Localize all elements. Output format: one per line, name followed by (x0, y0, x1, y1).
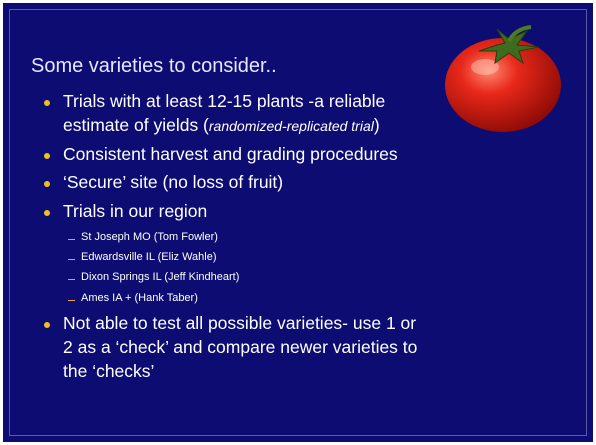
italic-text: randomized-replicated trial (209, 118, 374, 134)
bullet-text: Consistent harvest and grading procedure… (63, 144, 398, 165)
bullet-dot (44, 322, 50, 328)
sub-dash (68, 300, 75, 301)
bullet-text: ‘Secure’ site (no loss of fruit) (63, 172, 283, 193)
sub-bullet-text: Ames IA + (Hank Taber) (81, 292, 198, 304)
text: ) (374, 115, 380, 135)
bullet-text: 2 as a ‘check’ and compare newer varieti… (63, 337, 417, 358)
tomato-image (435, 25, 565, 135)
bullet-dot (44, 153, 50, 159)
sub-dash (68, 239, 75, 240)
sub-bullet-text: Dixon Springs IL (Jeff Kindheart) (81, 271, 239, 283)
sub-bullet-text: St Joseph MO (Tom Fowler) (81, 231, 218, 243)
bullet-text: the ‘checks’ (63, 361, 154, 382)
bullet-text: estimate of yields (randomized-replicate… (63, 115, 380, 136)
sub-dash (68, 279, 75, 280)
bullet-dot (44, 210, 50, 216)
page: Some varieties to consider.. Trials with… (0, 0, 596, 445)
text: estimate of yields ( (63, 115, 209, 135)
bullet-dot (44, 181, 50, 187)
bullet-dot (44, 100, 50, 106)
sub-bullet-text: Edwardsville IL (Eliz Wahle) (81, 251, 217, 263)
bullet-text: Not able to test all possible varieties-… (63, 313, 416, 334)
slide-title: Some varieties to consider.. (31, 55, 277, 78)
slide: Some varieties to consider.. Trials with… (3, 3, 593, 442)
bullet-text: Trials with at least 12-15 plants -a rel… (63, 91, 385, 112)
sub-dash (68, 259, 75, 260)
bullet-text: Trials in our region (63, 201, 207, 222)
